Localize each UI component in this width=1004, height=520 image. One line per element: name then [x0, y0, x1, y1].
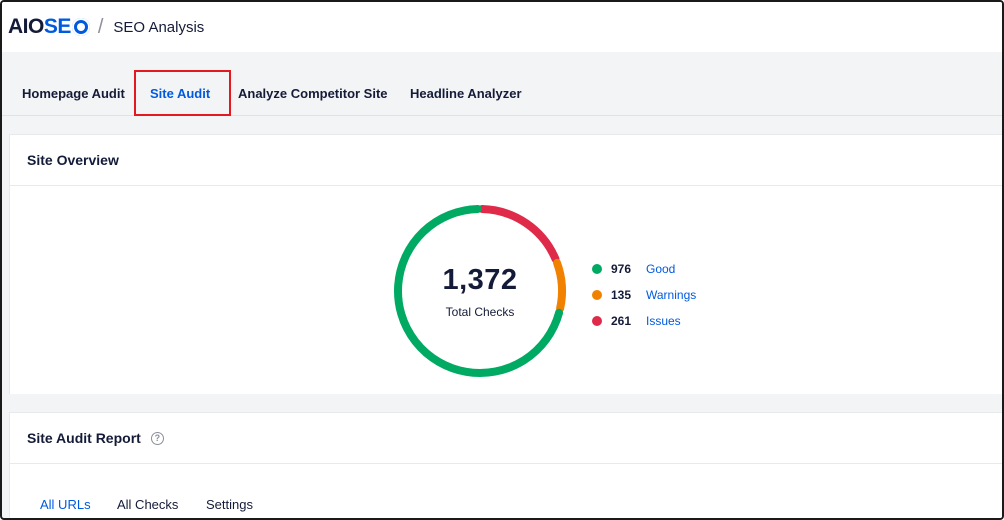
good-link[interactable]: Good	[646, 262, 676, 276]
tab-site-audit[interactable]: Site Audit	[150, 86, 211, 101]
site-audit-report-header: Site Audit Report ?	[10, 413, 1002, 464]
issues-count: 261	[611, 314, 632, 328]
warnings-count: 135	[611, 288, 632, 302]
subtab-all-checks[interactable]: All Checks	[117, 497, 179, 512]
site-audit-report-title: Site Audit Report	[27, 430, 141, 446]
issues-dot-icon	[592, 316, 602, 326]
logo-text-seo: SE	[43, 15, 72, 38]
main-tabs: Homepage Audit Site Audit Analyze Compet…	[2, 52, 1002, 116]
tab-homepage-audit[interactable]: Homepage Audit	[22, 86, 125, 101]
active-tab-highlight	[134, 70, 231, 116]
gear-o-icon	[71, 18, 90, 36]
donut-slice-issues	[478, 205, 560, 263]
subtab-all-urls[interactable]: All URLs	[40, 497, 91, 512]
checks-donut-chart: 1,372 Total Checks	[390, 201, 570, 381]
total-checks-label: Total Checks	[445, 304, 515, 319]
issues-link[interactable]: Issues	[646, 314, 681, 328]
legend-item-issues: 261 Issues	[592, 308, 696, 334]
donut-slice-good	[394, 205, 564, 377]
breadcrumb-separator: /	[97, 15, 104, 38]
legend-item-good: 976 Good	[592, 256, 696, 282]
chart-legend: 976 Good 135 Warnings 261 Issues	[592, 256, 696, 334]
site-overview-card: Site Overview 1,372 Total Checks 976 Goo…	[9, 134, 1002, 394]
tab-analyze-competitor-site[interactable]: Analyze Competitor Site	[238, 86, 388, 101]
warnings-link[interactable]: Warnings	[646, 288, 697, 302]
donut-svg	[394, 205, 566, 377]
aioseo-logo[interactable]: AIO SE	[8, 15, 90, 39]
site-audit-report-card: Site Audit Report ? All URLs All Checks …	[9, 412, 1002, 518]
subtab-settings[interactable]: Settings	[206, 497, 253, 512]
good-dot-icon	[592, 264, 602, 274]
warnings-dot-icon	[592, 290, 602, 300]
total-checks-value: 1,372	[442, 263, 518, 296]
site-overview-title: Site Overview	[10, 135, 1002, 186]
question-circle-icon[interactable]: ?	[150, 431, 164, 445]
legend-item-warnings: 135 Warnings	[592, 282, 696, 308]
page-title: SEO Analysis	[113, 18, 205, 36]
good-count: 976	[611, 262, 632, 276]
top-bar: AIO SE / SEO Analysis	[2, 2, 1002, 52]
logo-text-aio: AIO	[8, 15, 44, 38]
donut-slice-warnings	[553, 258, 566, 313]
donut-center: 1,372 Total Checks	[390, 201, 570, 381]
tab-headline-analyzer[interactable]: Headline Analyzer	[410, 86, 522, 101]
